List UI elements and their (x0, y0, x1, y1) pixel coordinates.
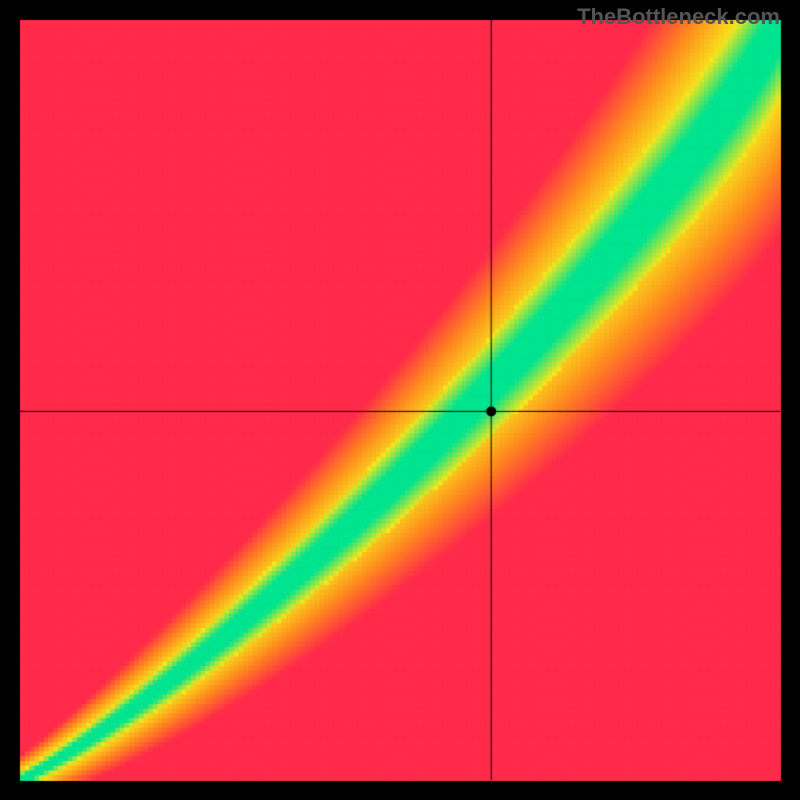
watermark-text: TheBottleneck.com (577, 4, 780, 30)
chart-container: TheBottleneck.com (0, 0, 800, 800)
bottleneck-heatmap (0, 0, 800, 800)
